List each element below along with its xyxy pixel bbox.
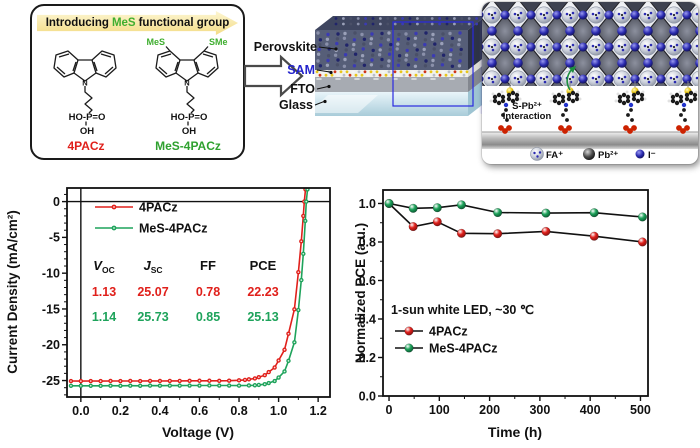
mes-substituent-label: MeS (146, 37, 165, 47)
device-stack-panel: Perovskite SAM FTO Glass (243, 10, 488, 116)
svg-text:1.13: 1.13 (92, 285, 116, 299)
svg-text:500: 500 (630, 403, 651, 417)
svg-text:100: 100 (429, 403, 450, 417)
svg-text:-5: -5 (49, 231, 60, 245)
pv-parameters-table: VOC JSC FF PCE 1.13 25.07 0.78 22.23 1.14 25.73 0.… (92, 258, 279, 324)
device-layer-labels: Perovskite SAM FTO Glass (254, 40, 338, 112)
svg-text:25.07: 25.07 (137, 285, 168, 299)
n-atom-label: N (184, 79, 189, 88)
svg-text:JSC: JSC (143, 258, 162, 275)
x-axis-label: Voltage (V) (162, 424, 234, 440)
functional-group-panel: Introducing MeS functional group N HO-P=… (30, 4, 245, 160)
svg-text:0.2: 0.2 (359, 351, 376, 365)
svg-text:400: 400 (580, 403, 601, 417)
stability-chart: 0 100 200 300 400 500 0.0 0.2 0.4 0.6 0.8 1.0 Time (… (355, 189, 651, 440)
svg-text:0.78: 0.78 (196, 285, 220, 299)
svg-text:0.0: 0.0 (359, 389, 376, 403)
label-glass: Glass (279, 98, 313, 112)
svg-text:0.4: 0.4 (151, 404, 168, 418)
label-sam: SAM (287, 63, 315, 77)
chart-legend: 4PACz MeS-4PACz (95, 200, 208, 235)
svg-text:22.23: 22.23 (247, 285, 278, 299)
chart-annotation: 1-sun white LED, ~30 ℃ (391, 303, 534, 317)
svg-text:-20: -20 (42, 338, 60, 352)
interaction-label-line1: S-Pb²⁺ (512, 101, 542, 112)
anchor-group-line1: HO-P=O (69, 112, 106, 123)
legend-pb-label: Pb²⁺ (598, 150, 618, 161)
svg-text:0: 0 (386, 403, 393, 417)
label-fto: FTO (290, 82, 315, 96)
n-atom-label: N (82, 79, 87, 88)
y-axis-label: Normalized PCE (a.u.) (355, 223, 368, 363)
molecule-mes-4pacz: MeS SMe N HO-P=O OH (146, 37, 228, 137)
interface-graphic: S-Pb²⁺ Interaction FA⁺ Pb²⁺ I⁻ (482, 2, 698, 161)
series-MeS-4PACz (68, 188, 310, 389)
interface-panel: S-Pb²⁺ Interaction FA⁺ Pb²⁺ I⁻ (482, 2, 698, 164)
axis-ticks: 0 100 200 300 400 500 0.0 0.2 0.4 0.6 0.8 1.0 (359, 197, 651, 417)
svg-text:0.85: 0.85 (196, 310, 220, 324)
svg-text:1.14: 1.14 (92, 310, 116, 324)
series-4PACz (68, 188, 308, 384)
svg-text:0: 0 (53, 195, 60, 209)
legend-fa-label: FA⁺ (546, 150, 563, 161)
svg-text:1.0: 1.0 (359, 197, 376, 211)
banner-highlight: MeS (111, 17, 136, 29)
jv-chart: 0.0 0.2 0.4 0.6 0.8 1.0 1.2 0 -5 -10 -15 -20 -25 Volt… (5, 187, 331, 440)
svg-text:0.6: 0.6 (359, 274, 376, 288)
axis-ticks: 0.0 0.2 0.4 0.6 0.8 1.0 1.2 0 -5 -10 -15 -20 -25 (42, 193, 327, 418)
svg-text:VOC: VOC (93, 258, 114, 275)
svg-text:25.13: 25.13 (247, 310, 278, 324)
svg-text:-10: -10 (42, 266, 60, 280)
svg-text:300: 300 (529, 403, 550, 417)
sme-substituent-label: SMe (209, 37, 228, 47)
svg-text:25.73: 25.73 (137, 310, 168, 324)
banner-arrow: Introducing MeS functional group (37, 11, 238, 35)
banner-suffix: functional group (138, 17, 230, 29)
svg-text:4PACz: 4PACz (429, 324, 468, 338)
molecule-name-mes-4pacz: MeS-4PACz (155, 139, 221, 153)
molecule-name-4pacz: 4PACz (67, 139, 105, 153)
svg-text:0.6: 0.6 (191, 404, 208, 418)
svg-text:0.8: 0.8 (359, 235, 376, 249)
svg-text:1.2: 1.2 (309, 404, 326, 418)
interaction-annotation: S-Pb²⁺ Interaction (503, 101, 552, 122)
svg-text:-15: -15 (42, 302, 60, 316)
anchor-group-line2: OH (182, 126, 196, 137)
svg-text:MeS-4PACz: MeS-4PACz (429, 341, 498, 355)
series-4PACz (384, 198, 648, 247)
svg-text:200: 200 (479, 403, 500, 417)
molecule-4pacz: N HO-P=O OH (53, 50, 117, 137)
ion-legend: FA⁺ Pb²⁺ I⁻ (546, 150, 656, 161)
svg-text:-25: -25 (42, 374, 60, 388)
anchor-group-line2: OH (80, 126, 94, 137)
chart-legend: 4PACz MeS-4PACz (395, 324, 498, 355)
legend-i-label: I⁻ (648, 150, 656, 161)
interface-lattice-and-sam (482, 2, 698, 161)
svg-text:0.0: 0.0 (72, 404, 89, 418)
svg-text:4PACz: 4PACz (139, 200, 178, 214)
series-MeS-4PACz (384, 198, 648, 222)
svg-text:PCE: PCE (250, 258, 277, 273)
svg-text:0.2: 0.2 (112, 404, 129, 418)
svg-text:1.0: 1.0 (270, 404, 287, 418)
banner-prefix: Introducing (45, 17, 109, 29)
y-axis-label: Current Density (mA/cm²) (5, 210, 20, 374)
svg-text:0.4: 0.4 (359, 312, 376, 326)
anchor-group-line1: HO-P=O (171, 112, 208, 123)
svg-text:MeS-4PACz: MeS-4PACz (139, 221, 208, 235)
label-perovskite: Perovskite (254, 40, 317, 54)
interaction-label-line2: Interaction (503, 111, 552, 122)
svg-text:FF: FF (200, 258, 216, 273)
svg-text:0.8: 0.8 (230, 404, 247, 418)
x-axis-label: Time (h) (488, 424, 542, 440)
